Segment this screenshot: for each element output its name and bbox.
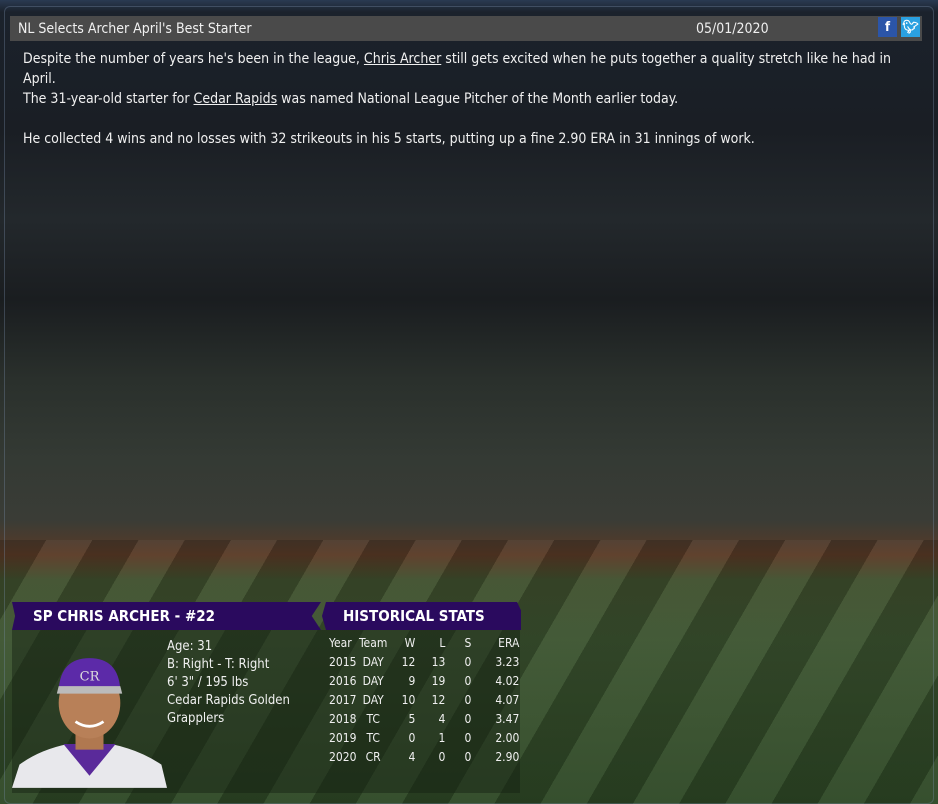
player-team: Cedar Rapids Golden Grapplers [167,693,290,726]
table-cell: 12 [401,654,416,669]
table-cell: 2016 [329,673,357,688]
twitter-icon[interactable]: 🐦︎ [901,17,920,37]
stats-rows: 2015 DAY 12 13 0 3.23 2016 DAY 9 19 0 4.02 2017 DAY 10… [329,652,519,766]
table-cell: CR [365,749,381,764]
table-cell: 10 [401,692,416,707]
article-titlebar: NL Selects Archer April's Best Starter 0… [10,16,922,41]
article-body: Despite the number of years he's been in… [23,49,923,169]
text: Despite the number of years he's been in… [23,51,364,67]
table-cell: 2015 [329,654,357,669]
cap-logo: CR [80,670,101,685]
stats-table: Year Team W L S ERA 2015 DAY 12 13 0 3.23 2016 DAY 9 1… [329,633,519,766]
table-cell: 0 [438,749,446,764]
table-row: 2015 DAY 12 13 0 3.23 [329,652,519,671]
text: The 31-year-old starter for [23,91,194,107]
col-header: Year [329,635,352,650]
background-stadium [0,540,938,804]
table-cell: DAY [362,673,384,688]
table-cell: 0 [464,711,472,726]
team-link[interactable]: Cedar Rapids [193,91,278,107]
table-cell: TC [366,730,380,745]
table-cell: DAY [362,692,384,707]
text: was named National League Pitcher of the… [277,91,679,107]
table-cell: TC [366,711,380,726]
col-header: ERA [498,635,520,650]
table-row: 2020 CR 4 0 0 2.90 [329,747,519,766]
text: still gets excited when he puts together… [23,51,892,87]
table-cell: 9 [408,673,416,688]
stats-header-row: Year Team W L S ERA [329,633,519,652]
table-cell: 13 [431,654,446,669]
player-photo[interactable]: CR [12,640,167,793]
player-size: 6' 3" / 195 lbs [167,675,249,690]
col-header: S [464,635,472,650]
table-cell: 4.02 [495,673,520,688]
col-header: L [439,635,446,650]
player-header: SP CHRIS ARCHER - #22 [12,602,321,630]
article-date: 05/01/2020 [696,20,769,37]
table-cell: 2017 [329,692,357,707]
table-cell: 3.47 [495,711,520,726]
paragraph: He collected 4 wins and no losses with 3… [23,131,755,147]
player-link[interactable]: Chris Archer [363,51,442,67]
table-cell: 19 [431,673,446,688]
article-title: NL Selects Archer April's Best Starter [18,20,252,37]
player-bats-throws: B: Right - T: Right [167,657,270,672]
stats-header: HISTORICAL STATS [322,602,521,630]
table-cell: DAY [362,654,384,669]
table-cell: 2.00 [495,730,520,745]
table-cell: 4.07 [495,692,520,707]
col-header: W [404,635,416,650]
table-row: 2019 TC 0 1 0 2.00 [329,728,519,747]
table-row: 2018 TC 5 4 0 3.47 [329,709,519,728]
facebook-icon[interactable]: f [878,17,897,37]
table-cell: 2020 [329,749,357,764]
col-header: Team [359,635,388,650]
table-cell: 4 [408,749,416,764]
table-cell: 0 [464,673,472,688]
player-info: Age: 31 B: Right - T: Right 6' 3" / 195 … [167,638,325,728]
table-cell: 2.90 [495,749,520,764]
player-age: Age: 31 [167,639,213,654]
table-cell: 1 [438,730,446,745]
table-cell: 2018 [329,711,357,726]
table-cell: 0 [464,654,472,669]
table-cell: 3.23 [495,654,520,669]
table-cell: 12 [431,692,446,707]
table-row: 2017 DAY 10 12 0 4.07 [329,690,519,709]
table-cell: 0 [464,730,472,745]
table-cell: 0 [408,730,416,745]
table-cell: 4 [438,711,446,726]
table-cell: 5 [408,711,416,726]
table-cell: 0 [464,692,472,707]
table-cell: 0 [464,749,472,764]
table-row: 2016 DAY 9 19 0 4.02 [329,671,519,690]
table-cell: 2019 [329,730,357,745]
